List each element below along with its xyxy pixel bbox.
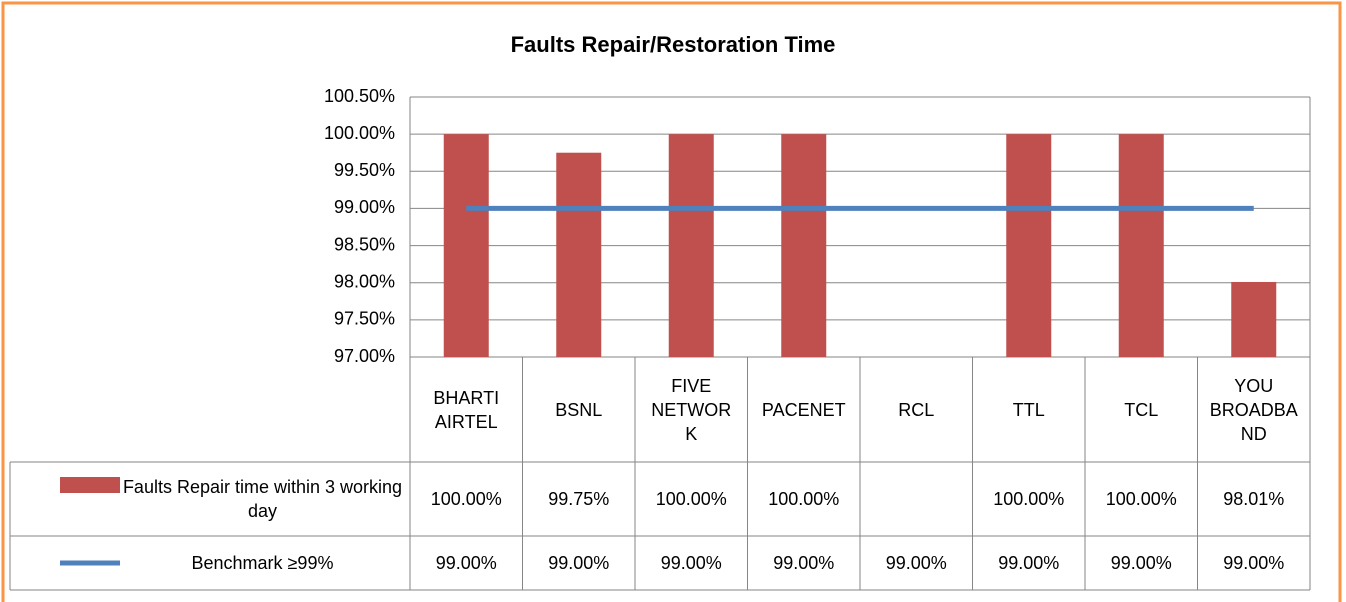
data-table-value: 99.75% [548, 489, 610, 509]
y-tick-label: 100.50% [324, 86, 395, 106]
data-table-value: 100.00% [1105, 489, 1177, 509]
data-table-value: 99.00% [1110, 553, 1172, 573]
y-tick-label: 98.50% [334, 234, 395, 254]
data-table-value: 99.00% [773, 553, 835, 573]
data-table-value: 99.00% [660, 553, 722, 573]
bar [781, 134, 827, 357]
data-table-value: 100.00% [768, 489, 840, 509]
x-tick-label: BHARTI AIRTEL [433, 387, 500, 432]
y-tick-label: 99.50% [334, 160, 395, 180]
x-tick-label: BSNL [555, 399, 603, 420]
x-tick-label: YOU BROADBAND [1209, 375, 1298, 444]
data-table-value: 99.00% [1223, 553, 1285, 573]
bar [1118, 134, 1164, 357]
y-tick-label: 98.00% [334, 271, 395, 291]
data-table-value [860, 462, 973, 536]
y-tick-label: 100.00% [324, 123, 395, 143]
bar [443, 134, 489, 357]
data-table-value: 98.01% [1223, 489, 1285, 509]
data-table-value: 100.00% [430, 489, 502, 509]
chart-title: Faults Repair/Restoration Time [511, 32, 836, 57]
x-tick-label: PACENET [761, 399, 846, 420]
bar [668, 134, 714, 357]
legend-label: Faults Repair time within 3 working day [122, 477, 403, 521]
data-table-value: 99.00% [435, 553, 497, 573]
y-tick-label: 99.00% [334, 197, 395, 217]
x-tick-label: TCL [1124, 399, 1159, 420]
legend-label: Benchmark ≥99% [191, 553, 334, 573]
data-table-value: 99.00% [548, 553, 610, 573]
bar [1231, 281, 1277, 357]
legend-swatch [60, 477, 120, 493]
x-tick-label: RCL [898, 399, 935, 420]
y-tick-label: 97.50% [334, 309, 395, 329]
data-table-value: 99.00% [998, 553, 1060, 573]
x-tick-label: FIVE NETWORK [651, 375, 732, 444]
data-table-value: 99.00% [885, 553, 947, 573]
x-tick-label: TTL [1012, 399, 1045, 420]
y-tick-label: 97.00% [334, 346, 395, 366]
bar [556, 152, 602, 357]
data-table-value: 100.00% [993, 489, 1065, 509]
data-table-value: 100.00% [655, 489, 727, 509]
bar [1006, 134, 1052, 357]
